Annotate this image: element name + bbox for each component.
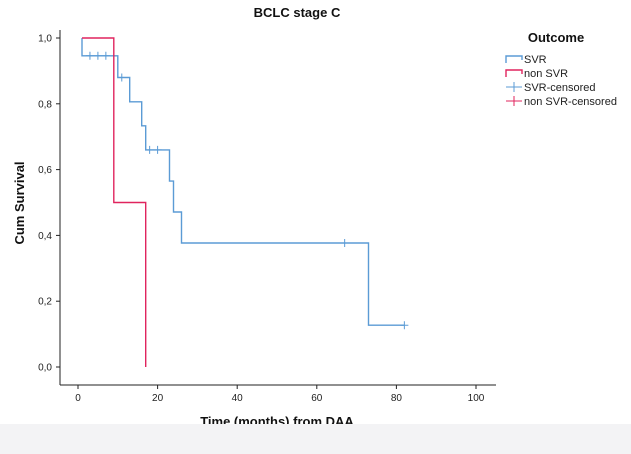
x-tick-label: 100 [468,393,485,404]
legend-label-non-svr: non SVR [524,68,568,80]
censor-mark-svr [145,145,154,154]
y-tick-label: 0,6 [38,165,52,176]
x-axis-ticks: 0 20 40 60 80 100 [75,385,485,404]
censor-mark-svr [153,145,162,154]
legend: SVR non SVR SVR-censored non SVR-censored [505,54,617,108]
censor-mark-svr [85,51,94,60]
legend-title: Outcome [528,30,584,45]
legend-label-svr-censored: SVR-censored [524,82,596,94]
series-layer [81,37,409,367]
x-tick-label: 20 [152,393,164,404]
chart-area: BCLC stage C Cum Survival Time (months) … [12,5,617,429]
y-tick-label: 0,4 [38,231,52,242]
y-tick-label: 0,2 [38,297,52,308]
x-axis-title: Time (months) from DAA [200,414,354,424]
legend-swatch-svr [505,55,523,63]
x-tick-label: 60 [311,393,323,404]
series-line-non-svr [82,37,147,367]
footer-band [0,424,631,454]
legend-swatch-svr-censored [506,82,522,92]
x-tick-label: 0 [75,393,81,404]
x-tick-label: 40 [232,393,244,404]
censor-mark-svr [400,321,409,330]
axes [59,30,496,386]
censor-mark-svr [117,73,126,82]
series-line-svr [81,38,405,326]
legend-swatch-non-svr-censored [506,96,522,106]
x-tick-label: 80 [391,393,403,404]
legend-label-non-svr-censored: non SVR-censored [524,96,617,108]
y-axis-title: Cum Survival [12,161,27,244]
censor-mark-svr [93,51,102,60]
chart-title: BCLC stage C [254,5,341,20]
legend-swatch-non-svr [505,69,523,77]
y-axis-ticks: 0,0 0,2 0,4 0,6 0,8 1,0 [38,34,60,374]
km-chart: BCLC stage C Cum Survival Time (months) … [12,5,617,429]
y-tick-label: 0,0 [38,363,52,374]
y-tick-label: 1,0 [38,34,52,45]
censor-mark-svr [340,238,349,247]
legend-label-svr: SVR [524,54,547,66]
censor-mark-svr [101,51,110,60]
y-tick-label: 0,8 [38,99,52,110]
